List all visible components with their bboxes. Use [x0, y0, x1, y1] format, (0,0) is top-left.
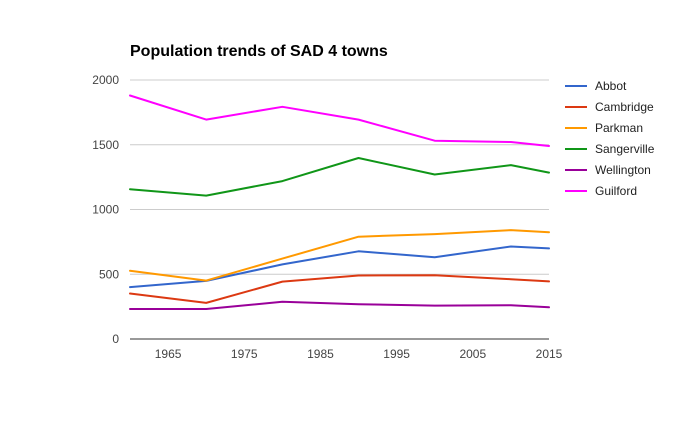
- chart-title: Population trends of SAD 4 towns: [130, 43, 388, 60]
- y-tick-label: 1500: [92, 138, 119, 152]
- series-line-abbot: [129, 245, 550, 289]
- legend-label: Wellington: [595, 163, 651, 177]
- series-lines: [129, 94, 550, 310]
- series-line-wellington: [129, 300, 550, 310]
- legend: Abbot Cambridge Parkman Sangerville Wellingt…: [565, 79, 655, 198]
- legend-item-cambridge: Cambridge: [565, 100, 654, 114]
- legend-label: Parkman: [595, 121, 643, 135]
- x-tick-label: 1975: [231, 347, 258, 361]
- legend-label: Sangerville: [595, 142, 655, 156]
- legend-item-abbot: Abbot: [565, 79, 627, 93]
- legend-item-wellington: Wellington: [565, 163, 651, 177]
- series-line-cambridge: [129, 274, 550, 304]
- y-tick-label: 1000: [92, 203, 119, 217]
- axes: 0 500 1000 1500 2000 1965 1975 1985 1995 2005 2015: [92, 73, 562, 361]
- series-line-guilford: [129, 94, 550, 147]
- y-tick-label: 2000: [92, 73, 119, 87]
- gridlines: [130, 79, 549, 340]
- x-tick-label: 1985: [307, 347, 334, 361]
- x-tick-label: 1995: [383, 347, 410, 361]
- series-line-sangerville: [129, 157, 550, 197]
- legend-label: Abbot: [595, 79, 627, 93]
- x-tick-label: 2005: [459, 347, 486, 361]
- y-tick-label: 0: [112, 332, 119, 346]
- legend-label: Guilford: [595, 184, 637, 198]
- legend-label: Cambridge: [595, 100, 654, 114]
- series-line-parkman: [129, 229, 550, 282]
- legend-item-sangerville: Sangerville: [565, 142, 655, 156]
- legend-item-guilford: Guilford: [565, 184, 637, 198]
- y-tick-label: 500: [99, 267, 119, 281]
- legend-item-parkman: Parkman: [565, 121, 643, 135]
- x-tick-label: 2015: [536, 347, 563, 361]
- x-tick-label: 1965: [155, 347, 182, 361]
